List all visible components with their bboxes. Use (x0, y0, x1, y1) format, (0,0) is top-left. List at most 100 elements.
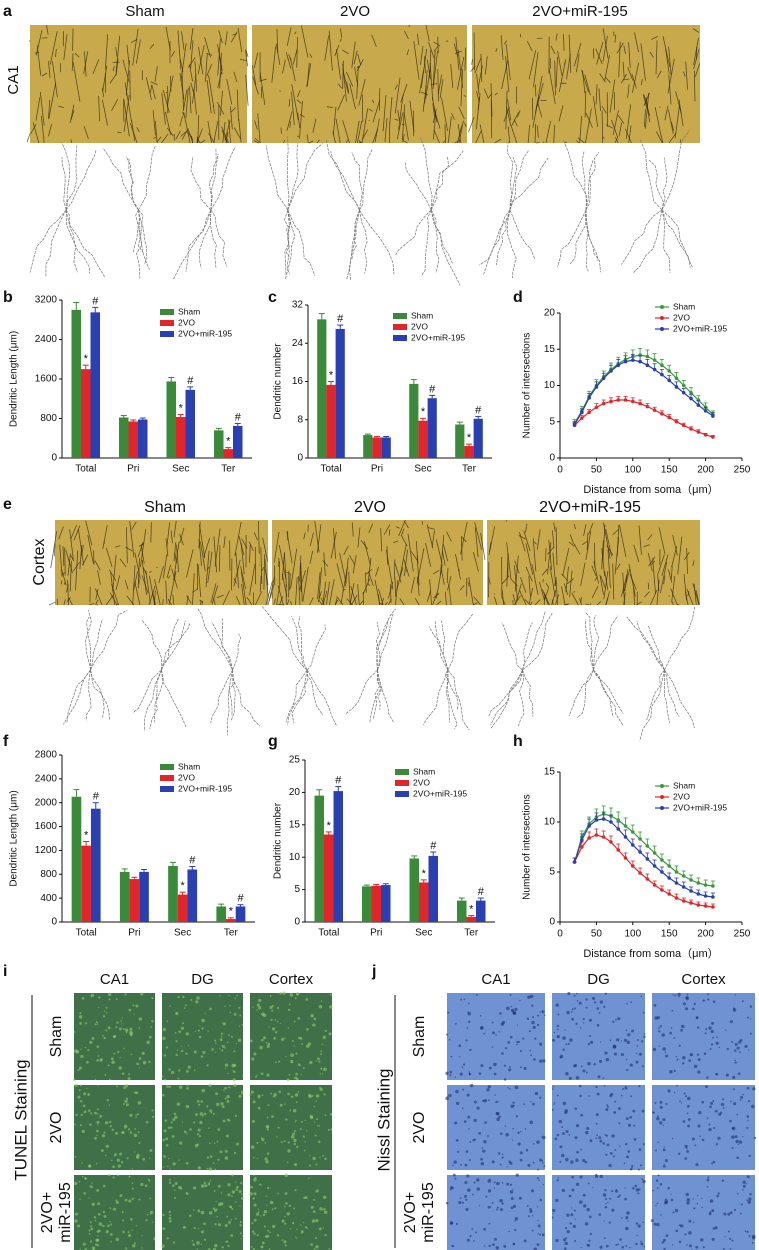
texture (688, 1231, 691, 1234)
texture (709, 1211, 711, 1213)
texture (296, 1238, 297, 1239)
texture (230, 1234, 233, 1237)
bar (224, 449, 234, 458)
neuron-tracing (378, 670, 394, 723)
texture (557, 1095, 559, 1097)
texture (669, 1070, 672, 1073)
texture (624, 1198, 627, 1201)
texture (637, 1045, 639, 1047)
texture (80, 1049, 81, 1050)
texture (239, 1015, 241, 1017)
texture (751, 1105, 755, 1109)
column-header: Sham (125, 3, 164, 20)
texture (288, 1141, 290, 1143)
texture (319, 1087, 321, 1089)
texture (727, 1213, 730, 1216)
texture (666, 1234, 669, 1237)
texture (98, 996, 100, 998)
texture (142, 1158, 145, 1161)
texture (301, 1074, 302, 1075)
texture (738, 1144, 739, 1145)
micrograph (652, 1175, 755, 1250)
neuron-tracing (173, 210, 210, 279)
texture (147, 1214, 149, 1216)
texture (460, 1164, 462, 1166)
texture (119, 1057, 120, 1058)
texture (305, 998, 308, 1001)
texture (220, 1102, 223, 1105)
texture (678, 996, 680, 998)
texture (467, 1094, 470, 1097)
texture (290, 1053, 294, 1057)
texture (746, 1199, 748, 1201)
texture (278, 1127, 280, 1129)
texture (514, 1220, 516, 1222)
texture (275, 1031, 277, 1033)
texture (111, 1129, 113, 1131)
legend-swatch (395, 780, 409, 786)
point (653, 883, 657, 887)
texture (538, 1224, 541, 1227)
texture (445, 1097, 449, 1101)
texture (74, 1182, 77, 1185)
texture (230, 1219, 232, 1221)
texture (308, 1042, 311, 1045)
texture (687, 1125, 690, 1128)
bar (326, 385, 335, 458)
texture (178, 1030, 181, 1033)
texture (272, 1208, 274, 1210)
point (616, 848, 620, 852)
neuron-tracing (288, 210, 315, 276)
texture (294, 1130, 296, 1132)
texture (679, 1100, 681, 1102)
texture (459, 1056, 460, 1057)
texture (576, 1183, 579, 1186)
column-header: 2VO+miR-195 (532, 3, 627, 20)
neuron-tracing (447, 670, 457, 729)
neuron-tracing (288, 670, 308, 725)
bar (419, 882, 429, 922)
texture (296, 1078, 299, 1081)
neuron-tracing (288, 143, 298, 210)
texture (221, 1033, 223, 1035)
texture (146, 1121, 149, 1124)
texture (320, 1073, 321, 1074)
texture (569, 1038, 572, 1041)
texture (686, 1201, 689, 1204)
texture (510, 1190, 513, 1193)
texture (721, 1103, 724, 1106)
texture (742, 1189, 744, 1191)
texture (253, 1052, 256, 1055)
texture (199, 1025, 200, 1026)
texture (723, 1107, 725, 1109)
texture (240, 1221, 242, 1223)
texture (528, 1164, 531, 1167)
y-axis-label: Number of intersections (522, 794, 533, 900)
texture (573, 1064, 576, 1067)
texture (262, 1242, 265, 1245)
texture (97, 1023, 99, 1025)
texture (472, 1194, 474, 1196)
texture (636, 1222, 638, 1224)
texture (688, 1059, 691, 1062)
texture (690, 1053, 693, 1056)
neuron-tracing (229, 670, 234, 716)
texture (197, 1248, 198, 1249)
bar (167, 381, 177, 458)
texture (200, 1100, 203, 1103)
texture (520, 1050, 522, 1052)
texture (640, 1164, 642, 1166)
neuron-tracing (621, 210, 662, 265)
texture (730, 1020, 733, 1023)
texture (308, 1094, 312, 1098)
legend-swatch (160, 775, 174, 781)
texture (707, 1179, 710, 1182)
texture (588, 1182, 590, 1184)
texture (615, 1190, 618, 1193)
texture (516, 1173, 519, 1176)
texture (621, 1040, 622, 1041)
texture (79, 1012, 81, 1014)
texture (541, 1045, 542, 1046)
texture (639, 1148, 642, 1151)
texture (169, 1168, 170, 1169)
